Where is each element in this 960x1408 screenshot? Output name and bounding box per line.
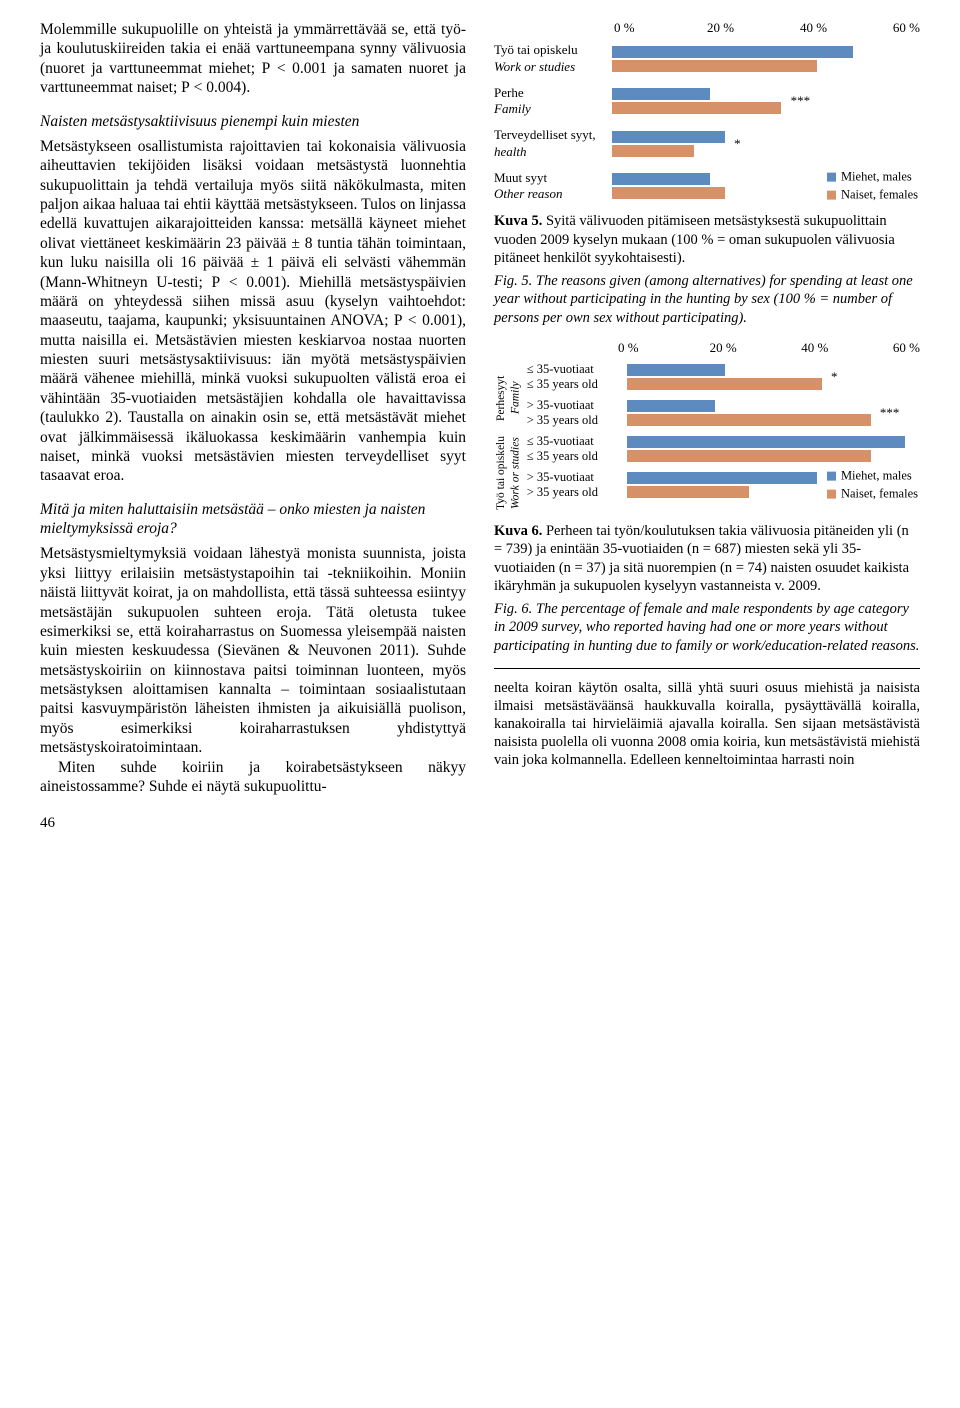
subheading: Naisten metsästysaktiivisuus pienempi ku… [40, 112, 466, 131]
bar-female [627, 414, 871, 426]
bar-female [612, 102, 781, 114]
x-axis: 0 %20 %40 %60 % [494, 340, 920, 356]
page-number: 46 [40, 814, 466, 833]
group-label: Työ tai opiskeluWork or studies [494, 434, 523, 512]
figure-6-caption-en: Fig. 6. The percentage of female and mal… [494, 600, 920, 656]
category-label: Terveydelliset syyt, health [494, 127, 612, 160]
subheading: Mitä ja miten haluttaisiin metsästää – o… [40, 500, 466, 539]
divider [494, 668, 920, 669]
bar-male [627, 400, 715, 412]
bar-male [627, 436, 906, 448]
group-label: PerhesyytFamily [494, 362, 523, 434]
body-para: neelta koiran käytön osalta, sillä yhtä … [494, 679, 920, 770]
category-label: > 35-vuotiaat> 35 years old [527, 470, 627, 500]
bar-male [612, 88, 710, 100]
bar-female [612, 60, 817, 72]
bar-male [627, 472, 818, 484]
category-label: > 35-vuotiaat> 35 years old [527, 398, 627, 428]
x-axis: 0 %20 %40 %60 % [494, 20, 920, 36]
category-label: Työ tai opiskeluWork or studies [494, 42, 612, 75]
bar-female [612, 187, 725, 199]
significance-marker: *** [880, 405, 900, 421]
figure-5: 0 %20 %40 %60 % Työ tai opiskeluWork or … [494, 20, 920, 202]
significance-marker: * [831, 369, 838, 385]
bar-female [612, 145, 694, 157]
legend: Miehet, malesNaiset, females [827, 466, 918, 503]
legend: Miehet, malesNaiset, females [827, 168, 918, 205]
category-label: PerheFamily [494, 85, 612, 118]
bar-female [627, 486, 749, 498]
category-label: ≤ 35-vuotiaat≤ 35 years old [527, 434, 627, 464]
significance-marker: *** [791, 93, 811, 109]
significance-marker: * [734, 135, 741, 151]
bar-female [627, 378, 823, 390]
bar-male [612, 173, 710, 185]
body-para: Molemmille sukupuolille on yhteistä ja y… [40, 20, 466, 98]
figure-6-caption-fi: Kuva 6. Perheen tai työn/koulutuksen tak… [494, 522, 920, 596]
figure-5-caption-en: Fig. 5. The reasons given (among alterna… [494, 272, 920, 328]
figure-5-caption-fi: Kuva 5. Syitä välivuoden pitämiseen mets… [494, 212, 920, 268]
category-label: ≤ 35-vuotiaat≤ 35 years old [527, 362, 627, 392]
bar-male [612, 46, 853, 58]
bar-male [627, 364, 725, 376]
bar-female [627, 450, 871, 462]
category-label: Muut syytOther reason [494, 170, 612, 203]
bar-male [612, 131, 725, 143]
body-para: Metsästysmieltymyksiä voidaan lähestyä m… [40, 544, 466, 757]
figure-6: 0 %20 %40 %60 % PerhesyytFamily≤ 35-vuot… [494, 340, 920, 512]
body-para: Metsästykseen osallistumista rajoittavie… [40, 137, 466, 486]
body-para: Miten suhde koiriin ja koirabetsästyksee… [40, 758, 466, 797]
